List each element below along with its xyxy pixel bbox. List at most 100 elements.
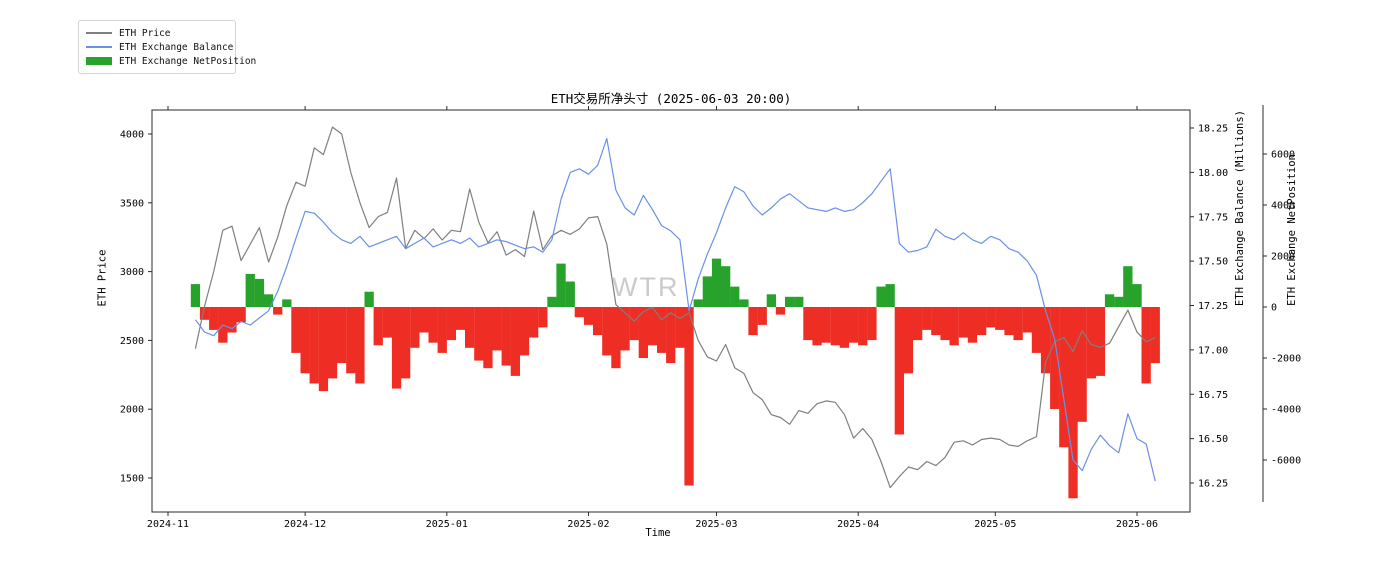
legend: ETH Price ETH Exchange Balance ETH Excha… <box>78 20 256 74</box>
netposition-bar <box>748 307 758 336</box>
netposition-bar <box>995 307 1005 330</box>
netposition-bar <box>446 307 456 341</box>
netposition-bar <box>1059 307 1069 448</box>
netposition-bar <box>483 307 493 369</box>
netposition-bar <box>1095 307 1106 376</box>
x-tick-label: 2025-02 <box>567 519 609 530</box>
netposition-bar <box>775 307 786 315</box>
netposition-bar <box>711 258 722 307</box>
netposition-bar <box>638 307 648 358</box>
netposition-bar <box>236 307 246 323</box>
netposition-bar <box>1141 307 1151 384</box>
netposition-tick-label: -6000 <box>1271 456 1301 467</box>
netposition-bar <box>803 307 813 341</box>
netposition-bar <box>602 307 612 356</box>
netposition-tick-label: 0 <box>1271 303 1277 314</box>
watermark: WTR <box>612 272 680 302</box>
netposition-bar <box>958 307 968 338</box>
netposition-bar <box>556 263 566 307</box>
netposition-bar <box>629 307 639 341</box>
netposition-bar <box>1013 307 1023 341</box>
netposition-bar <box>190 284 201 307</box>
legend-item-balance: ETH Exchange Balance <box>86 40 233 54</box>
x-tick-label: 2025-04 <box>837 519 879 530</box>
balance-line-sample-icon <box>86 42 112 52</box>
balance-tick-label: 16.50 <box>1198 434 1228 445</box>
plot-border <box>151 109 1191 513</box>
netposition-bar <box>867 307 877 341</box>
eth-price-line <box>194 126 1156 489</box>
netposition-bar <box>675 307 685 348</box>
netposition-bar <box>1104 294 1115 308</box>
netposition-bar <box>766 294 776 308</box>
netposition-bar <box>702 276 712 307</box>
legend-item-price: ETH Price <box>86 26 227 40</box>
netposition-bar <box>346 307 356 374</box>
netposition-bar <box>1040 307 1051 374</box>
netposition-bar <box>465 307 475 348</box>
netposition-bar <box>529 307 539 338</box>
balance-tick-label: 17.75 <box>1198 212 1228 223</box>
netposition-bar <box>245 273 255 307</box>
x-tick-label: 2025-05 <box>974 519 1016 530</box>
netposition-bar <box>1150 307 1160 364</box>
netposition-bar <box>474 307 484 361</box>
netposition-bar <box>574 307 584 318</box>
legend-label: ETH Exchange NetPosition <box>119 55 257 67</box>
netposition-bar <box>812 307 822 346</box>
netposition-bar <box>337 307 347 364</box>
netposition-tick-label: -4000 <box>1271 405 1301 416</box>
netposition-bar <box>1123 266 1133 307</box>
netposition-bar <box>583 307 594 325</box>
netposition-bar <box>839 307 850 348</box>
chart-title: ETH交易所净头寸 (2025-06-03 20:00) <box>550 91 792 106</box>
netposition-bar <box>693 299 703 307</box>
netposition-bar <box>199 307 210 320</box>
x-tick-label: 2024-11 <box>147 519 189 530</box>
balance-tick-label: 18.25 <box>1198 124 1228 135</box>
netposition-tick-label: 2000 <box>1271 252 1295 263</box>
netposition-bar <box>730 286 740 307</box>
netposition-bar <box>647 307 658 346</box>
netposition-bar <box>940 307 950 341</box>
netposition-bar <box>282 299 292 307</box>
netposition-bar <box>913 307 923 341</box>
balance-tick-label: 18.00 <box>1198 168 1228 179</box>
netposition-bars <box>190 258 1160 499</box>
netposition-bar <box>894 307 904 435</box>
legend-label: ETH Exchange Balance <box>119 41 234 53</box>
price-line-sample-icon <box>86 28 112 38</box>
netposition-bar <box>620 307 630 351</box>
netposition-bar <box>977 307 987 336</box>
y-axis-label-balance: ETH Exchange Balance (Millions) <box>1233 110 1246 306</box>
netposition-bar <box>318 307 329 392</box>
price-tick-label: 3000 <box>120 267 144 278</box>
price-tick-label: 1500 <box>120 474 144 485</box>
balance-tick-label: 16.75 <box>1198 390 1228 401</box>
netposition-bar <box>1086 307 1096 379</box>
netposition-bar <box>254 278 265 307</box>
netposition-patch-sample-icon <box>86 56 112 66</box>
x-axis-label-time: Time <box>645 527 671 539</box>
balance-tick-label: 17.00 <box>1198 345 1228 356</box>
netposition-tick-label: 4000 <box>1271 201 1295 212</box>
netposition-bar <box>739 299 749 307</box>
netposition-bar <box>967 307 978 343</box>
netposition-bar <box>876 286 886 307</box>
y-axis-label-netposition: ETH Exchange NetPosition <box>1285 154 1298 306</box>
x-tick-label: 2025-03 <box>695 519 737 530</box>
netposition-bar <box>327 307 338 379</box>
netposition-bar <box>1050 307 1060 409</box>
netposition-bar <box>428 307 438 343</box>
netposition-bar <box>391 307 402 389</box>
netposition-bar <box>510 307 520 376</box>
netposition-bar <box>1077 307 1087 422</box>
netposition-bar <box>1132 284 1142 307</box>
netposition-bar <box>821 307 831 343</box>
netposition-bar <box>519 307 530 356</box>
x-tick-label: 2025-06 <box>1116 519 1158 530</box>
netposition-bar <box>401 307 411 379</box>
netposition-tick-label: -2000 <box>1271 354 1301 365</box>
